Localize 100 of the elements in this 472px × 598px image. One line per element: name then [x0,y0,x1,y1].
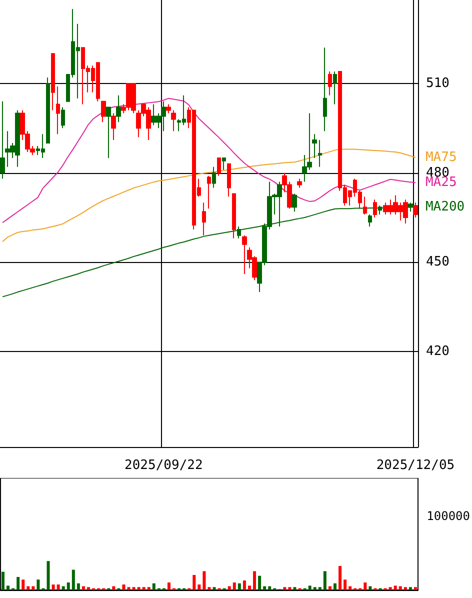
bar [334,583,336,590]
candlestick [292,193,297,212]
candlestick [408,202,413,212]
candlestick [46,76,50,144]
y-tick-label: 510 [426,76,450,91]
bar [147,587,150,590]
bar [308,586,312,590]
y-tick-label: 450 [426,254,450,270]
candlestick [212,166,216,188]
bar [268,586,272,590]
candlestick [166,104,171,114]
series-label: MA200 [425,200,465,215]
bar [46,561,50,590]
bar [318,587,322,590]
candlestick [106,106,111,158]
line-series [2,148,416,242]
bar [408,587,412,590]
series-label: MA75 [425,150,457,165]
candlestick [111,112,116,141]
candlestick [333,71,337,105]
bar [137,587,140,590]
bar [36,580,40,590]
bar [76,583,80,590]
bar [258,576,262,590]
bar [394,586,397,590]
candlestick [202,202,206,236]
candlestick [171,110,176,132]
bar [1,572,4,590]
y-tick-label: 420 [426,344,450,360]
bar [283,587,286,590]
candlestick [318,140,322,168]
candlestick [116,94,121,123]
bar [16,576,20,590]
candlestick [0,100,5,180]
candlestick [237,226,241,239]
bar [344,580,347,590]
bar [87,587,90,590]
candlestick [312,134,317,158]
candlestick [242,234,247,275]
bar [152,583,156,590]
candlestick [413,202,418,218]
text: 100000 [426,509,470,523]
bar [168,582,170,590]
bar [348,586,352,590]
bar [66,582,70,590]
bar [398,586,402,590]
bar [122,584,126,590]
bar [364,582,367,590]
candlestick [232,193,236,239]
x-tick-label: 2025/12/05 [376,458,455,473]
candlestick [227,163,231,198]
bar [62,586,65,590]
bar [248,586,251,590]
bar [288,587,292,590]
bar [328,586,332,590]
bar [142,587,146,590]
bar [32,586,35,590]
candlestick [61,106,65,129]
bar [414,587,417,590]
line-series [2,98,416,224]
candlestick [217,157,221,176]
candlestick [323,47,327,132]
bar [228,586,231,590]
candlestick [101,100,106,123]
bar [26,586,30,590]
bar [132,587,136,590]
bar [238,583,241,590]
bar [112,586,116,590]
bar [388,587,392,590]
bar [212,587,216,590]
candlestick [297,178,302,188]
bar [338,566,342,590]
bar [56,584,60,590]
bar [242,580,246,590]
bar [293,587,296,590]
bar [82,586,85,590]
bar [253,571,256,590]
candlestick [222,157,226,170]
bar [404,587,407,590]
candlestick [373,199,377,218]
bar [72,570,75,590]
bar [232,582,236,590]
candlestick [363,196,367,216]
bar [6,586,10,590]
candlestick [56,86,60,135]
bar [192,574,196,590]
candlestick [368,214,372,227]
bar [52,584,55,590]
bar [313,587,316,590]
bar [208,587,211,590]
candlestick [51,53,55,111]
bar [368,586,372,590]
bar [323,571,326,590]
bar [22,580,25,590]
bar [198,584,201,590]
bar [127,587,130,590]
bar [263,586,266,590]
candlestick [328,71,332,96]
x-tick-label: 2025/09/22 [124,458,203,473]
bar [202,571,206,590]
